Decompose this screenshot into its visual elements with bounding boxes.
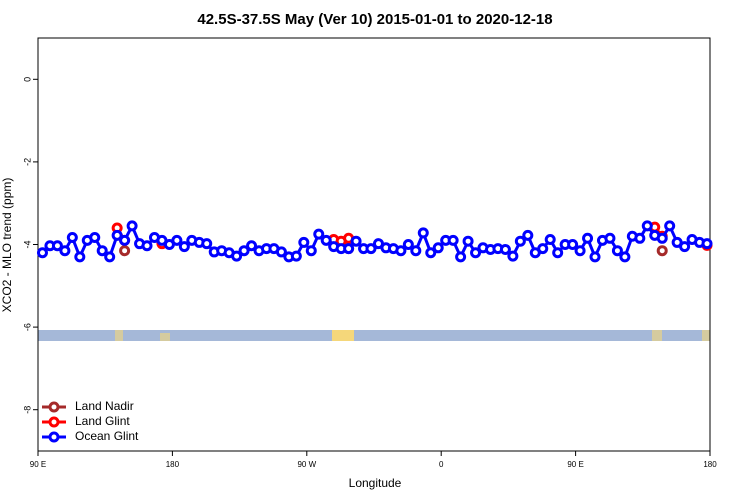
- legend-label: Land Nadir: [75, 399, 134, 413]
- x-tick-label: 90 E: [567, 460, 583, 469]
- point: [604, 232, 616, 244]
- chart-title: 42.5S-37.5S May (Ver 10) 2015-01-01 to 2…: [197, 11, 552, 28]
- legend-marker: [48, 401, 60, 413]
- point: [537, 243, 549, 255]
- point: [425, 247, 437, 259]
- point: [119, 234, 131, 246]
- point: [455, 251, 467, 263]
- point: [507, 250, 519, 262]
- point: [664, 220, 676, 232]
- point: [499, 243, 511, 255]
- point: [574, 245, 586, 257]
- point: [74, 251, 86, 263]
- x-tick-label: 0: [439, 460, 444, 469]
- point: [470, 247, 482, 259]
- point: [51, 240, 63, 252]
- point: [582, 232, 594, 244]
- legend-label: Land Glint: [75, 414, 130, 428]
- y-tick-label: -6: [22, 323, 32, 331]
- x-tick-label: 90 W: [297, 460, 316, 469]
- land-patch: [652, 330, 662, 341]
- land-mask-strip: [38, 330, 710, 341]
- point: [417, 227, 429, 239]
- point: [365, 243, 377, 255]
- point: [701, 238, 713, 250]
- point: [36, 247, 48, 259]
- point: [656, 245, 668, 257]
- point: [514, 235, 526, 247]
- land-patch: [332, 330, 354, 341]
- land-patch: [702, 330, 710, 341]
- point: [589, 251, 601, 263]
- point: [111, 229, 123, 241]
- point: [104, 251, 116, 263]
- point: [201, 238, 213, 250]
- point: [395, 245, 407, 257]
- point: [462, 235, 474, 247]
- y-tick-label: -4: [22, 240, 32, 248]
- point: [231, 250, 243, 262]
- point: [298, 236, 310, 248]
- legend-label: Ocean Glint: [75, 429, 139, 443]
- point: [119, 245, 131, 257]
- x-tick-label: 90 E: [30, 460, 46, 469]
- point: [432, 242, 444, 254]
- point: [679, 241, 691, 253]
- point: [66, 231, 78, 243]
- point: [641, 220, 653, 232]
- point: [567, 239, 579, 250]
- point: [410, 245, 422, 257]
- y-axis-label: XCO2 - MLO trend (ppm): [0, 178, 14, 313]
- point: [59, 245, 71, 257]
- point: [402, 239, 414, 250]
- x-tick-label: 180: [166, 460, 180, 469]
- point: [544, 234, 556, 246]
- point: [238, 245, 250, 257]
- x-tick-label: 180: [703, 460, 717, 469]
- land-patch: [115, 330, 123, 341]
- point: [171, 234, 183, 246]
- land-patch: [160, 333, 170, 341]
- point: [522, 229, 534, 241]
- point: [178, 241, 190, 253]
- point: [126, 220, 138, 232]
- point: [89, 231, 101, 243]
- point: [246, 240, 258, 252]
- y-tick-label: -8: [22, 406, 32, 414]
- point: [305, 245, 317, 257]
- point: [611, 245, 623, 257]
- point: [141, 240, 153, 252]
- point: [350, 235, 362, 247]
- point: [619, 251, 631, 263]
- x-axis-label: Longitude: [349, 476, 402, 490]
- point: [320, 234, 332, 246]
- series: [36, 220, 713, 263]
- point: [313, 228, 325, 240]
- point: [447, 234, 459, 246]
- legend-marker: [48, 416, 60, 428]
- point: [656, 232, 668, 244]
- y-tick-label: 0: [22, 77, 32, 82]
- point: [275, 246, 287, 258]
- ocean-band: [38, 330, 710, 341]
- point: [552, 247, 564, 259]
- legend-marker: [48, 431, 60, 443]
- point: [96, 245, 108, 257]
- point: [343, 243, 355, 255]
- point: [290, 250, 302, 262]
- point: [634, 232, 646, 244]
- y-tick-label: -2: [22, 158, 32, 166]
